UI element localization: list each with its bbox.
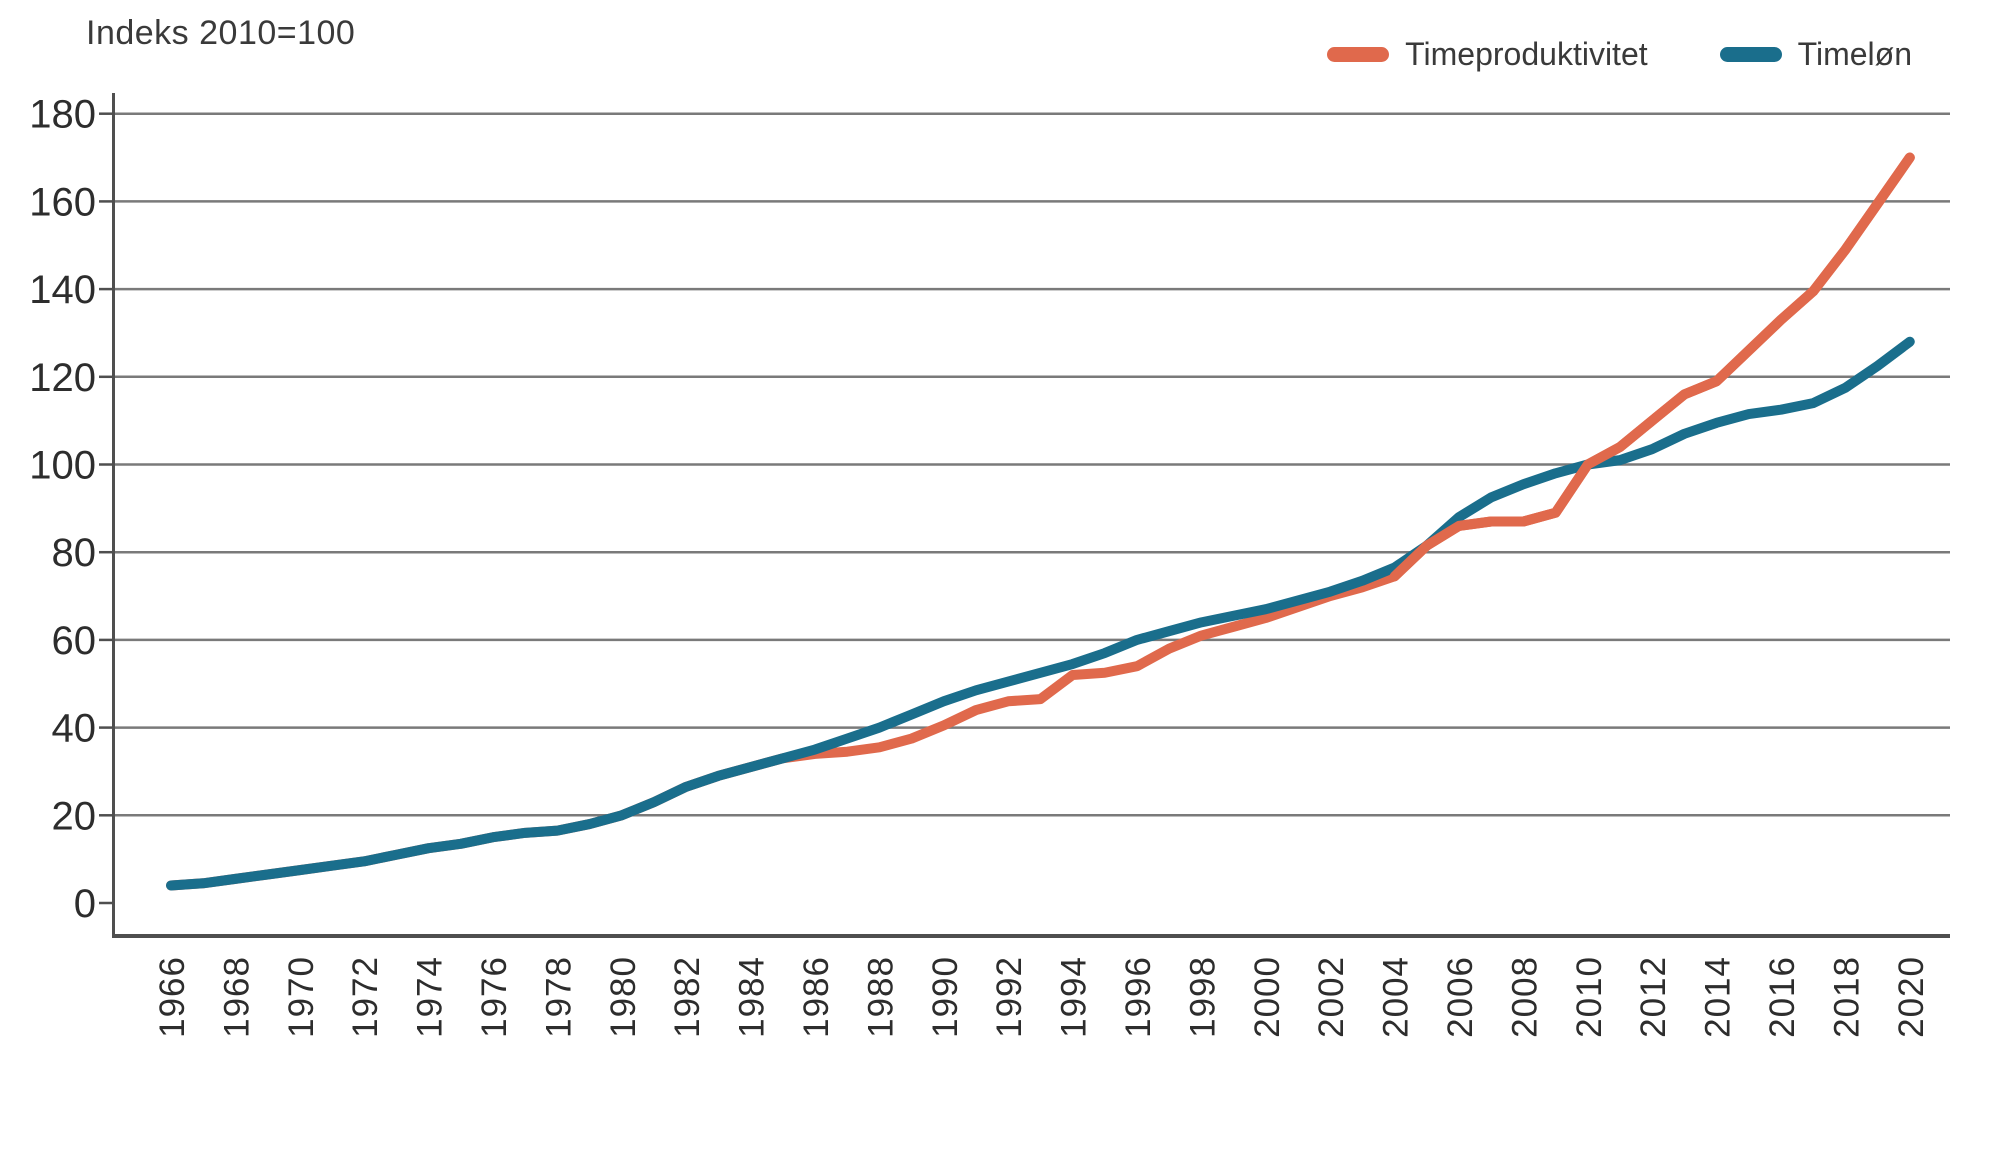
legend-item-timeproduktivitet: Timeproduktivitet xyxy=(1327,36,1648,73)
svg-text:0: 0 xyxy=(74,882,96,926)
svg-text:2008: 2008 xyxy=(1505,956,1544,1038)
svg-text:2020: 2020 xyxy=(1892,956,1931,1038)
timeproduktivitet-swatch-icon xyxy=(1327,47,1390,62)
svg-text:100: 100 xyxy=(29,444,96,488)
svg-text:20: 20 xyxy=(52,794,97,838)
svg-text:2010: 2010 xyxy=(1570,956,1609,1038)
svg-text:40: 40 xyxy=(52,707,97,751)
svg-text:2002: 2002 xyxy=(1312,956,1351,1038)
svg-text:140: 140 xyxy=(29,268,96,312)
legend: Timeproduktivitet Timeløn xyxy=(1327,36,1912,73)
chart-title: Indeks 2010=100 xyxy=(86,14,356,52)
gridlines xyxy=(112,112,1950,817)
legend-item-timelon: Timeløn xyxy=(1719,36,1912,73)
timeproduktivitet-line-overlay xyxy=(1389,152,1915,582)
axes xyxy=(99,93,1950,938)
svg-text:2004: 2004 xyxy=(1377,956,1416,1038)
series-lines xyxy=(166,152,1915,891)
svg-text:1978: 1978 xyxy=(539,956,578,1038)
svg-text:2006: 2006 xyxy=(1441,956,1480,1038)
svg-text:80: 80 xyxy=(52,531,97,575)
svg-text:160: 160 xyxy=(29,180,96,224)
svg-text:120: 120 xyxy=(29,356,96,400)
svg-text:1966: 1966 xyxy=(153,956,192,1038)
svg-text:2000: 2000 xyxy=(1248,956,1287,1038)
svg-text:1976: 1976 xyxy=(475,956,514,1038)
svg-text:2018: 2018 xyxy=(1827,956,1866,1038)
svg-text:1972: 1972 xyxy=(346,956,385,1038)
svg-text:1992: 1992 xyxy=(990,956,1029,1038)
timelon-line xyxy=(166,336,1915,891)
svg-text:2014: 2014 xyxy=(1699,956,1738,1038)
y-axis-labels: 0 20 40 60 80 100 120 140 160 180 xyxy=(29,93,96,926)
legend-label-timelon: Timeløn xyxy=(1797,36,1912,72)
svg-text:1990: 1990 xyxy=(926,956,965,1038)
svg-text:1986: 1986 xyxy=(797,956,836,1038)
svg-text:1982: 1982 xyxy=(668,956,707,1038)
svg-text:2016: 2016 xyxy=(1763,956,1802,1038)
svg-text:1998: 1998 xyxy=(1183,956,1222,1038)
svg-text:1968: 1968 xyxy=(217,956,256,1038)
svg-text:1988: 1988 xyxy=(861,956,900,1038)
x-axis-labels: 1966 1968 1970 1972 1974 1976 1978 1980 1982 1984… xyxy=(153,956,1931,1038)
svg-text:1994: 1994 xyxy=(1055,956,1094,1038)
svg-text:180: 180 xyxy=(29,93,96,137)
legend-label-timeproduktivitet: Timeproduktivitet xyxy=(1405,36,1648,72)
svg-text:1980: 1980 xyxy=(604,956,643,1038)
svg-text:1970: 1970 xyxy=(282,956,321,1038)
svg-text:1984: 1984 xyxy=(733,956,772,1038)
svg-text:60: 60 xyxy=(52,619,97,663)
timeproduktivitet-line xyxy=(166,152,1915,891)
svg-text:1996: 1996 xyxy=(1119,956,1158,1038)
timelon-swatch-icon xyxy=(1719,47,1782,62)
svg-text:1974: 1974 xyxy=(411,956,450,1038)
svg-text:2012: 2012 xyxy=(1634,956,1673,1038)
